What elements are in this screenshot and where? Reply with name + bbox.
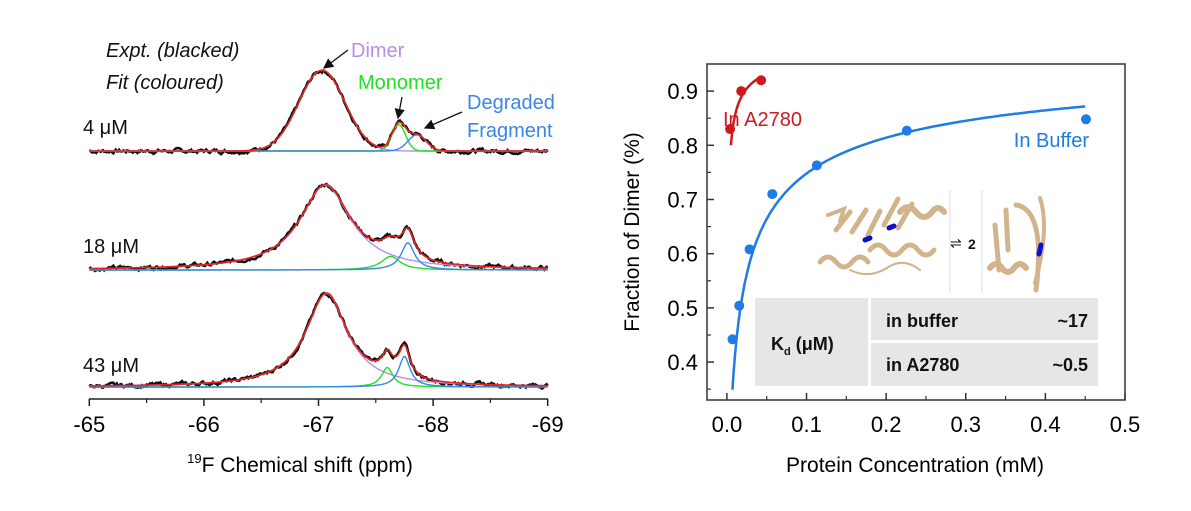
y-tick-label: 0.6: [667, 242, 698, 267]
kd-value-buffer: ~17: [1057, 311, 1088, 331]
spectrum: 4 μM: [83, 69, 549, 156]
dimer-component-fit: [89, 292, 548, 387]
kd-condition-buffer: in buffer: [886, 311, 958, 331]
annotation-degraded: Degraded: [467, 92, 555, 114]
data-point: [811, 160, 822, 171]
experimental-trace: [88, 291, 549, 391]
dimer-structure-frame: [813, 190, 948, 293]
legend-note-expt: Expt. (blacked): [106, 40, 239, 62]
legend-note-fit: Fit (coloured): [106, 72, 224, 94]
monomer-structure-icon: [987, 196, 1046, 293]
axis-ticks: 0.0 0.1 0.2 0.3 0.4 0.5 0.4 0.5 0.6 0.7 0.8 0.9: [667, 79, 1140, 437]
y-tick-label: 0.8: [667, 133, 698, 158]
nmr-spectra-panel: 4 μM 18 μM 43 μM -65 -66 -67 -68 -69 19F Chemi…: [73, 40, 563, 477]
data-point: [744, 244, 755, 255]
binding-curve-panel: 0.0 0.1 0.2 0.3 0.4 0.5 0.4 0.5 0.6 0.7 0.8 0.9 Pro…: [621, 63, 1140, 477]
kd-row-cell: [871, 298, 1098, 340]
x-axis-label: 19F Chemical shift (ppm): [187, 451, 413, 477]
spectra-traces: 4 μM 18 μM 43 μM: [83, 69, 549, 391]
arrow-dimer: [322, 49, 349, 69]
annotation-fragment: Fragment: [467, 120, 553, 142]
x-tick-label: -66: [188, 412, 220, 437]
spectrum: 43 μM: [83, 291, 549, 391]
y-axis-label: Fraction of Dimer (%): [621, 132, 644, 332]
data-point: [725, 124, 736, 135]
x-axis-label: Protein Concentration (mM): [786, 454, 1044, 477]
x-tick-label: 0.3: [950, 412, 981, 437]
kd-header-cell: [755, 298, 868, 386]
x-tick-label: 0.2: [871, 412, 902, 437]
total-fit-trace: [89, 69, 548, 152]
data-point: [767, 189, 778, 200]
kd-header: Kd (μM): [771, 334, 834, 358]
x-tick-label: -65: [73, 412, 105, 437]
x-tick-label: 0.0: [712, 412, 743, 437]
x-tick-label: -69: [532, 412, 564, 437]
degraded-component-fit: [89, 242, 548, 271]
series-in-buffer: [727, 105, 1091, 390]
kd-condition-a2780: in A2780: [886, 355, 959, 375]
spectrum: 18 μM: [83, 182, 549, 273]
protein-structure-inset: ⇌ 2: [813, 190, 1046, 293]
stoichiometry-label: 2: [968, 236, 976, 252]
kd-table: Kd (μM) in buffer ~17 in A2780 ~0.5: [755, 298, 1098, 386]
total-fit-trace: [89, 183, 548, 270]
x-tick-label: -67: [303, 412, 335, 437]
data-point: [1080, 114, 1091, 125]
data-point: [727, 334, 738, 345]
annotation-dimer: Dimer: [351, 40, 405, 62]
data-series: [725, 75, 1091, 390]
y-tick-label: 0.9: [667, 79, 698, 104]
arrow-monomer: [394, 96, 405, 120]
kd-value-a2780: ~0.5: [1052, 355, 1088, 375]
concentration-label: 18 μM: [83, 236, 139, 258]
data-point: [734, 300, 745, 311]
degraded-component-fit: [89, 355, 548, 388]
series-label-buffer: In Buffer: [1014, 130, 1090, 152]
concentration-label: 43 μM: [83, 355, 139, 377]
arrow-degraded: [423, 111, 463, 130]
data-point: [901, 125, 912, 136]
equilibrium-arrow-icon: ⇌: [950, 235, 962, 251]
series-in-a2780: [725, 75, 767, 146]
data-point: [756, 75, 767, 86]
y-tick-label: 0.4: [667, 350, 698, 375]
x-tick-label: 0.5: [1110, 412, 1141, 437]
fit-curve: [729, 75, 762, 146]
x-axis-ticks: -65 -66 -67 -68 -69: [73, 399, 564, 437]
annotation-monomer: Monomer: [358, 72, 443, 94]
x-tick-label: 0.1: [791, 412, 822, 437]
plot-frame: [706, 63, 1126, 401]
total-fit-trace: [89, 292, 548, 387]
concentration-label: 4 μM: [83, 117, 128, 139]
dimer-structure-icon: [817, 196, 947, 276]
x-tick-label: -68: [417, 412, 449, 437]
y-tick-label: 0.5: [667, 296, 698, 321]
data-point: [736, 86, 747, 97]
experimental-trace: [88, 182, 549, 273]
y-tick-label: 0.7: [667, 187, 698, 212]
dimer-component-fit: [89, 184, 548, 270]
kd-row-cell: [871, 343, 1098, 386]
series-label-a2780: In A2780: [723, 109, 802, 131]
x-tick-label: 0.4: [1030, 412, 1061, 437]
